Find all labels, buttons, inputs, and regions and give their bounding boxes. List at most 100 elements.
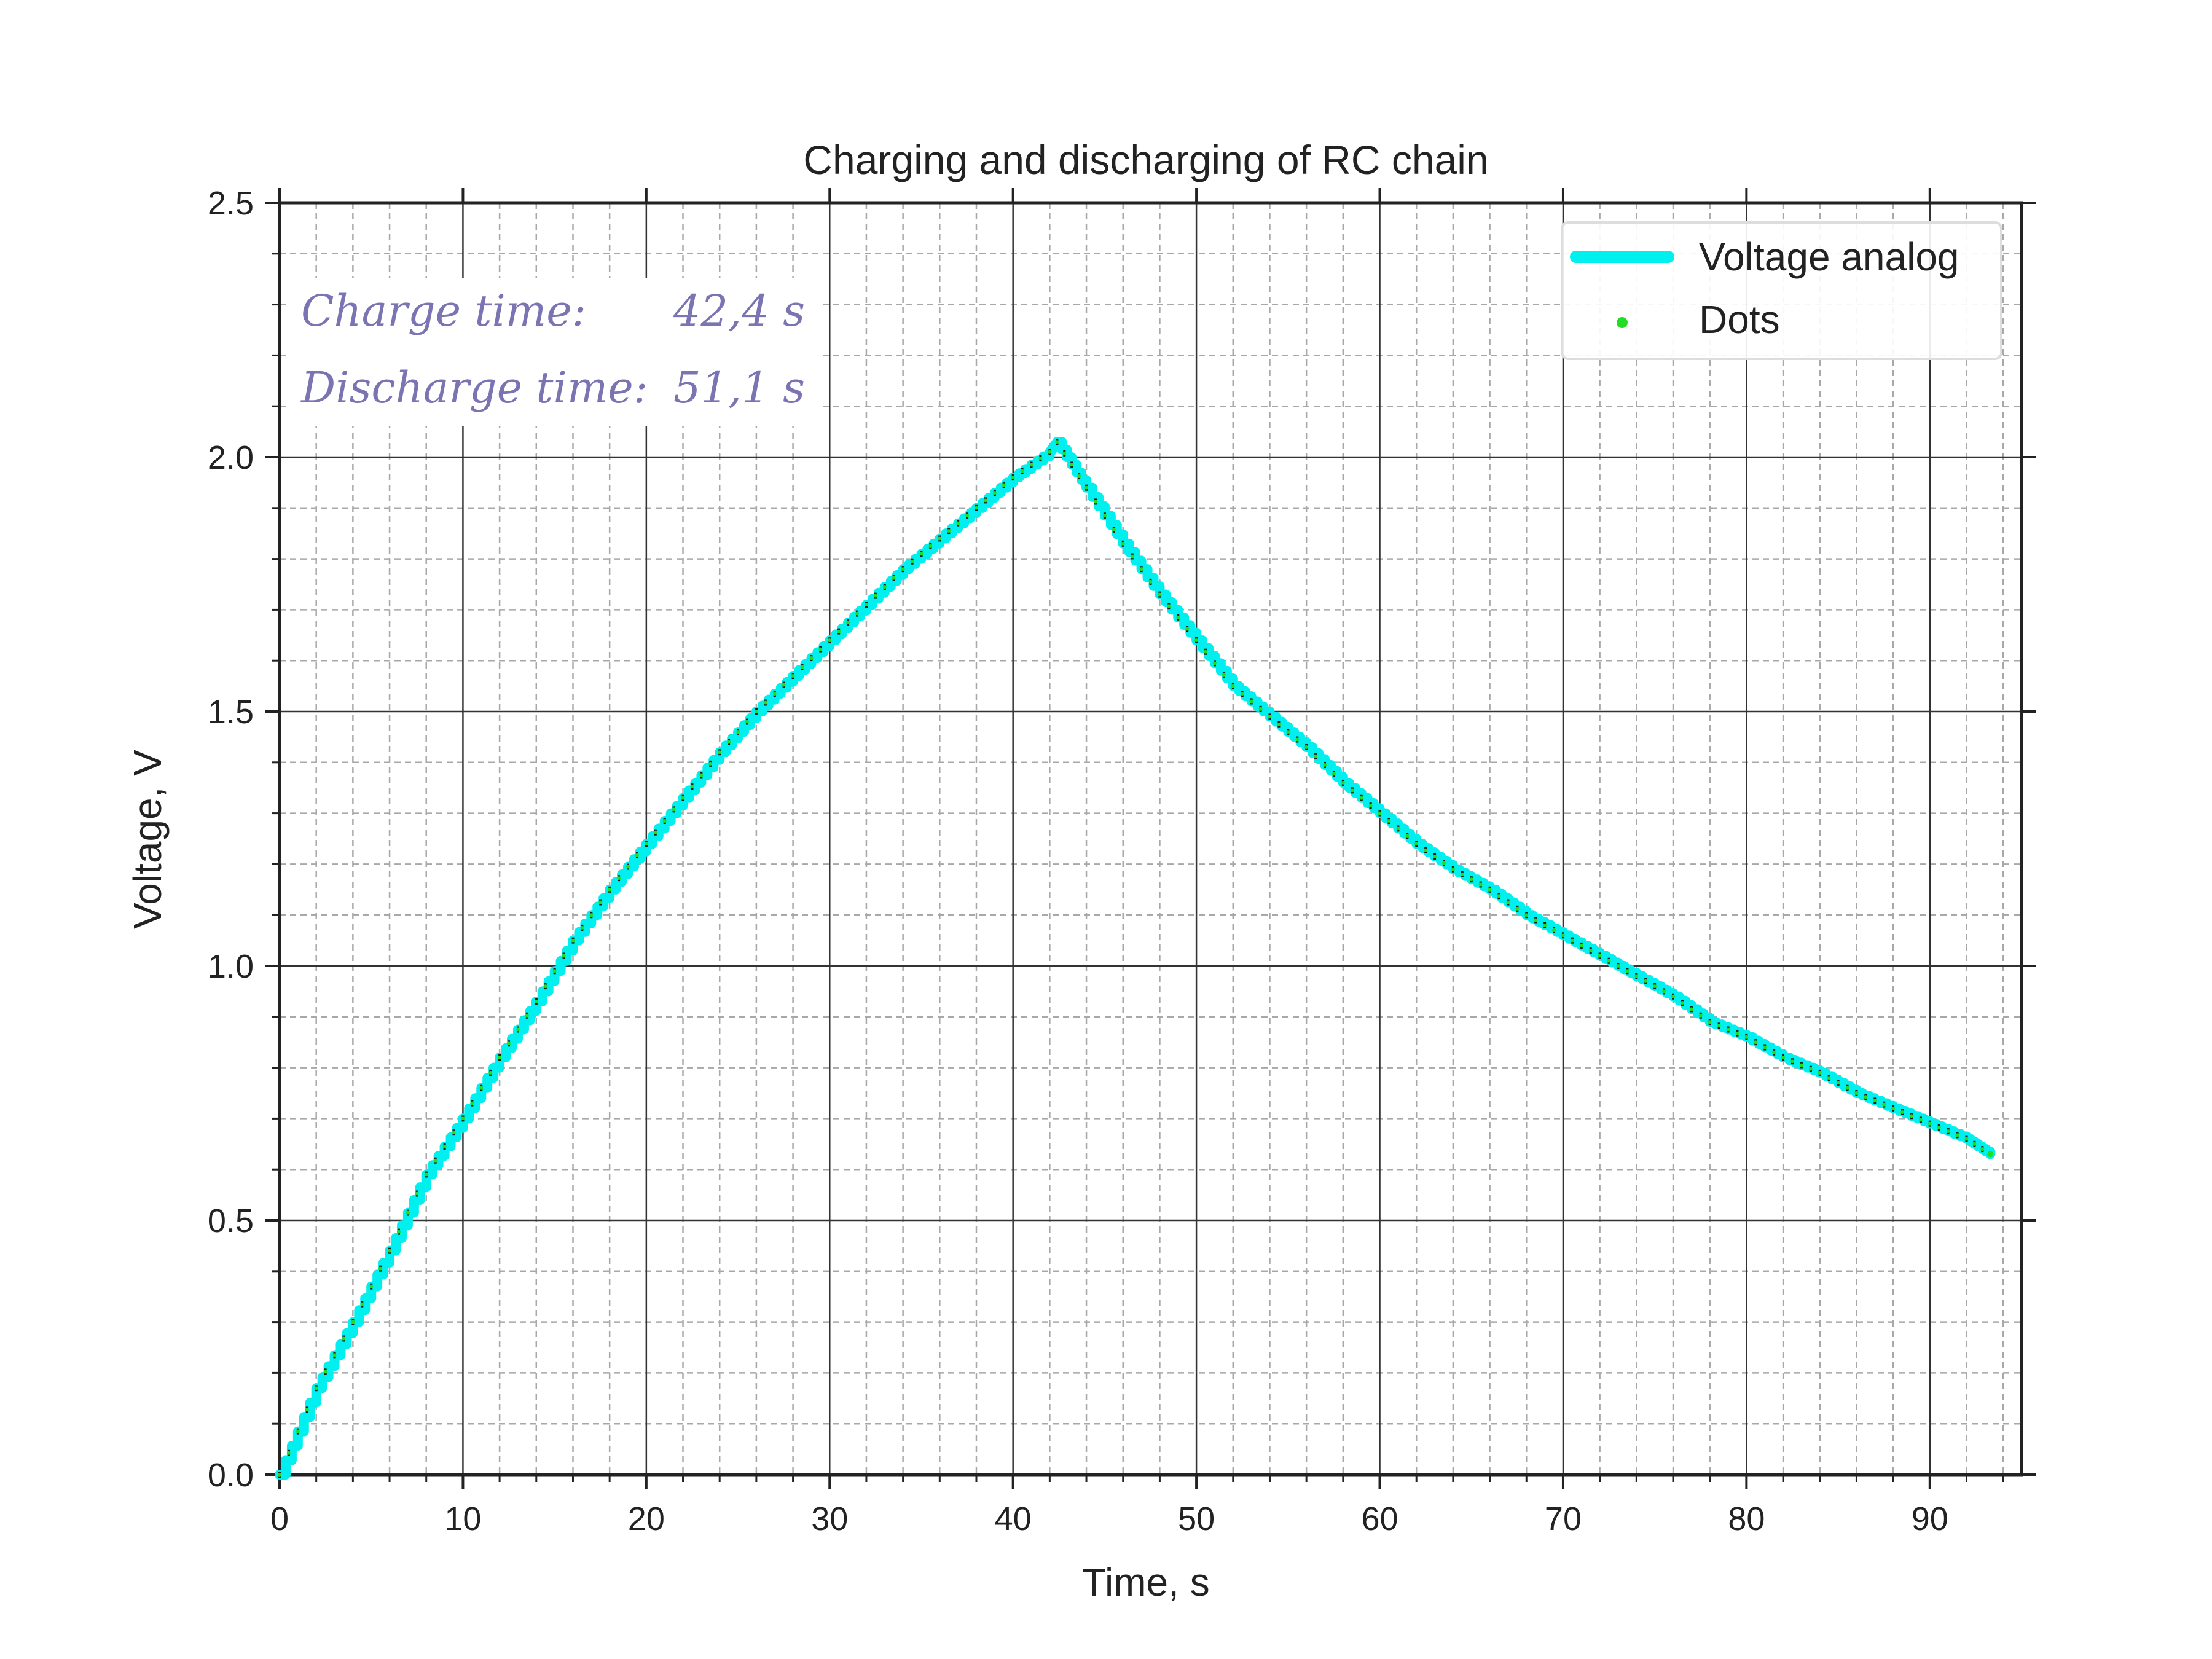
dots-point [1854, 1091, 1859, 1095]
dots-point [388, 1249, 392, 1253]
dots-point [1249, 699, 1253, 704]
dots-point [763, 700, 767, 705]
dots-point [1121, 541, 1125, 546]
dots-point [892, 576, 896, 580]
dots-point [1194, 638, 1199, 643]
x-tick-label: 50 [1178, 1500, 1215, 1537]
dots-point [956, 521, 960, 525]
dots-point [543, 984, 547, 989]
dots-point [983, 498, 987, 503]
dots-point [1781, 1056, 1786, 1060]
dots-point [323, 1370, 327, 1374]
dots-point [864, 603, 868, 607]
legend-label-dots: Dots [1699, 297, 1780, 342]
dots-point [1102, 514, 1107, 518]
dots-point [1534, 918, 1538, 922]
dots-point [938, 536, 942, 541]
dots-point [928, 544, 933, 548]
dots-point [1011, 476, 1015, 480]
dots-point [442, 1144, 447, 1148]
dots-point [672, 807, 676, 812]
dots-point [1077, 474, 1081, 479]
dots-point [314, 1386, 318, 1390]
dots-point [1029, 463, 1033, 467]
dots-point [608, 887, 612, 892]
dots-point [406, 1210, 410, 1215]
dots-point [1964, 1137, 1969, 1141]
dots-point [378, 1266, 383, 1271]
dots-point [1332, 772, 1336, 776]
dots-point [1616, 964, 1620, 968]
dots-point [772, 692, 777, 696]
x-axis-title: Time, s [1082, 1560, 1209, 1604]
dots-point [1378, 811, 1382, 815]
y-tick-label: 2.5 [208, 185, 254, 222]
dots-point [1314, 754, 1318, 758]
dots-point [571, 938, 575, 943]
dots-point [470, 1101, 474, 1105]
dots-point [1763, 1045, 1767, 1049]
dots-point [1561, 933, 1565, 938]
discharge-time-label: Discharge time: [300, 363, 648, 413]
dots-point [1625, 969, 1630, 973]
dots-point [901, 567, 905, 571]
dots-point [1396, 826, 1400, 831]
dots-point [1002, 483, 1006, 487]
y-tick-label: 0.0 [208, 1457, 254, 1494]
dots-point [1845, 1086, 1849, 1090]
dots-point [342, 1336, 346, 1341]
dots-point [1689, 1007, 1693, 1011]
dots-point [690, 785, 694, 789]
y-tick-label: 1.0 [208, 948, 254, 985]
dots-point [1955, 1133, 1959, 1137]
dots-point [1038, 457, 1043, 461]
dots-point [873, 594, 877, 598]
dots-point [1387, 819, 1391, 823]
dots-point [1818, 1070, 1822, 1075]
dots-point [1671, 994, 1675, 998]
dots-point [1405, 834, 1410, 838]
dots-point [1441, 861, 1446, 865]
dots-point [580, 925, 584, 930]
charge-time-label: Charge time: [301, 286, 586, 336]
dots-point [635, 853, 639, 857]
dots-point [1020, 469, 1024, 473]
x-tick-label: 30 [811, 1500, 848, 1537]
dots-point [498, 1056, 502, 1060]
dots-point [461, 1116, 465, 1121]
dots-point [1543, 923, 1547, 927]
dots-point [1698, 1013, 1703, 1018]
x-tick-label: 40 [995, 1500, 1032, 1537]
dots-point [809, 656, 814, 661]
dots-point [296, 1429, 300, 1433]
dots-point [1368, 804, 1373, 808]
dots-point [1937, 1125, 1941, 1129]
dots-point [699, 773, 704, 777]
dots-point [479, 1086, 484, 1090]
dots-point [1928, 1121, 1932, 1126]
dots-point [1653, 984, 1657, 989]
dots-point [1882, 1102, 1886, 1107]
dots-point [433, 1158, 437, 1163]
dots-point [1873, 1099, 1877, 1103]
dots-point [837, 629, 841, 633]
dots-point [1634, 974, 1639, 978]
dots-point [653, 830, 657, 834]
dots-point [1185, 627, 1190, 631]
dots-point [1497, 894, 1501, 898]
dots-point [360, 1302, 364, 1306]
dots-point [1680, 1001, 1684, 1005]
dots-point [305, 1408, 309, 1412]
dots-point [919, 552, 924, 556]
dots-point [1222, 672, 1226, 677]
dots-point [424, 1172, 428, 1177]
dots-point [1176, 615, 1180, 619]
dots-point [1579, 943, 1583, 947]
dots-point [1231, 684, 1235, 688]
dots-point [1524, 913, 1529, 917]
dots-point [1424, 848, 1428, 852]
dots-point [1891, 1106, 1896, 1110]
x-tick-label: 10 [444, 1500, 481, 1537]
dots-point [552, 969, 557, 973]
